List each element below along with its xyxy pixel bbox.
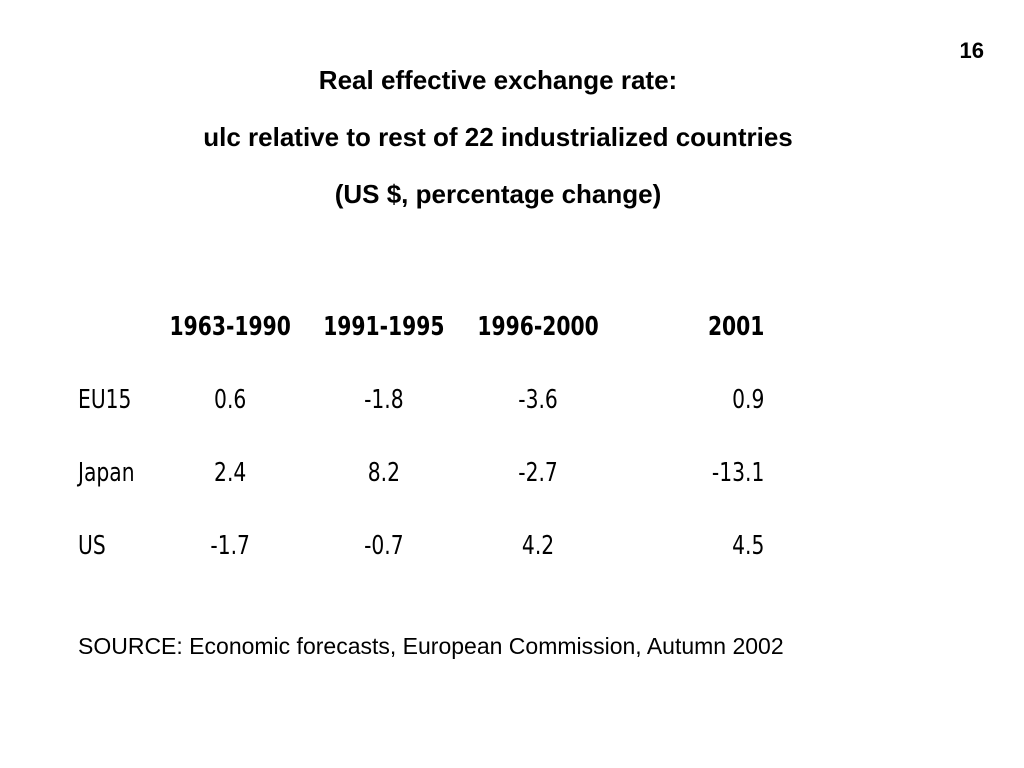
table-cell: -3.6 [518,384,558,415]
exchange-rate-table: 1963-1990 1991-1995 1996-2000 2001 EU15 … [78,290,764,582]
row-label-eu15: EU15 [78,384,132,415]
table-cell: 4.2 [521,530,555,561]
table-cell: -13.1 [711,457,765,488]
table-cell: 2.4 [214,457,247,488]
page-number: 16 [959,38,984,63]
table-row: Japan 2.4 8.2 -2.7 -13.1 [78,436,764,509]
row-label-us: US [78,530,106,561]
table-cell: -0.7 [364,530,404,561]
table-cell: 8.2 [367,457,400,488]
table-cell: 4.5 [732,530,765,561]
source-note: SOURCE: Economic forecasts, European Com… [78,633,784,659]
table-cell: 0.6 [214,384,247,415]
title-line-2: ulc relative to rest of 22 industrialize… [203,122,793,152]
table-cell: -2.7 [518,457,558,488]
row-label-japan: Japan [78,457,135,488]
header-cell-1991-1995: 1991-1995 [323,311,445,342]
title-line-3: (US $, percentage change) [334,179,662,209]
table-row: US -1.7 -0.7 4.2 4.5 [78,509,764,582]
slide-title: Real effective exchange rate: ulc relati… [0,52,996,223]
table-cell: -1.7 [210,530,250,561]
table-row: EU15 0.6 -1.8 -3.6 0.9 [78,363,764,436]
header-cell-1963-1990: 1963-1990 [169,311,291,342]
table-header-row: 1963-1990 1991-1995 1996-2000 2001 [78,290,765,363]
table-cell: -1.8 [364,384,404,415]
header-cell-2001: 2001 [707,311,765,342]
header-cell-1996-2000: 1996-2000 [477,311,599,342]
table-cell: 0.9 [732,384,765,415]
header-cell-empty [78,290,154,363]
title-line-1: Real effective exchange rate: [318,65,678,95]
